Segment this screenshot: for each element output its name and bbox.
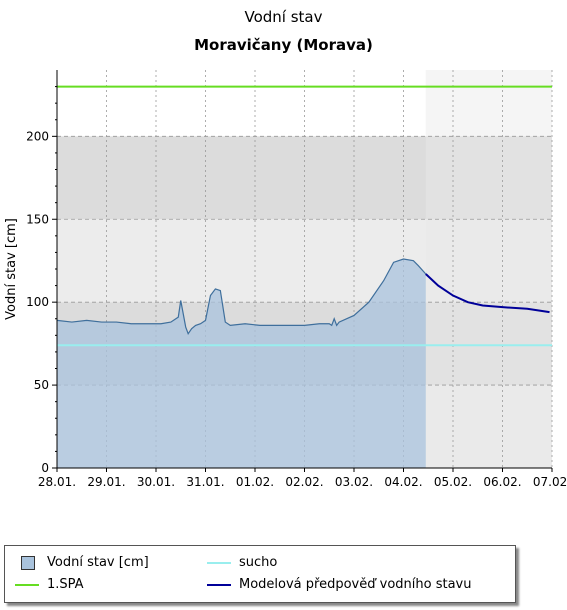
chart-title: Vodní stav: [244, 8, 323, 26]
x-tick-label: 31.01.: [186, 475, 224, 489]
chart-legend: Vodní stav [cm] sucho 1.SPA Modelová pře…: [4, 545, 516, 603]
x-tick-label: 29.01.: [87, 475, 125, 489]
x-tick-label: 07.02.: [533, 475, 567, 489]
y-tick-label: 50: [34, 378, 49, 392]
legend-label: sucho: [239, 555, 278, 570]
y-tick-label: 200: [26, 129, 49, 143]
forecast-region: [425, 70, 552, 468]
chart-plot: 0 50 100 150 200 28.01. 29.01. 30.01. 31.01. 01.0…: [4, 70, 567, 489]
x-tick-label: 06.02.: [483, 475, 521, 489]
legend-label: 1.SPA: [47, 577, 84, 592]
y-tick-label: 0: [41, 461, 49, 475]
legend-symbol-line: [207, 562, 231, 564]
legend-label: Vodní stav [cm]: [47, 555, 149, 570]
x-tick-label: 28.01.: [38, 475, 76, 489]
chart-subtitle: Moravičany (Morava): [194, 36, 373, 54]
y-tick-label: 100: [26, 295, 49, 309]
y-tick-label: 150: [26, 212, 49, 226]
series-line-forecast: [425, 273, 550, 314]
legend-symbol-line: [15, 584, 39, 586]
x-tick-label: 03.02.: [335, 475, 373, 489]
x-tick-label: 30.01.: [137, 475, 175, 489]
legend-symbol-line: [207, 584, 231, 586]
x-tick-label: 01.02.: [236, 475, 274, 489]
x-tick-label: 04.02.: [384, 475, 422, 489]
y-axis-label: Vodní stav [cm]: [4, 218, 19, 320]
legend-symbol-box: [21, 556, 35, 570]
series-line-vodni-stav: [56, 258, 427, 335]
series-area-vodni-stav: [57, 259, 426, 468]
x-tick-label: 02.02.: [285, 475, 323, 489]
legend-label: Modelová předpověď vodního stavu: [239, 577, 472, 592]
x-tick-label: 05.02.: [434, 475, 472, 489]
